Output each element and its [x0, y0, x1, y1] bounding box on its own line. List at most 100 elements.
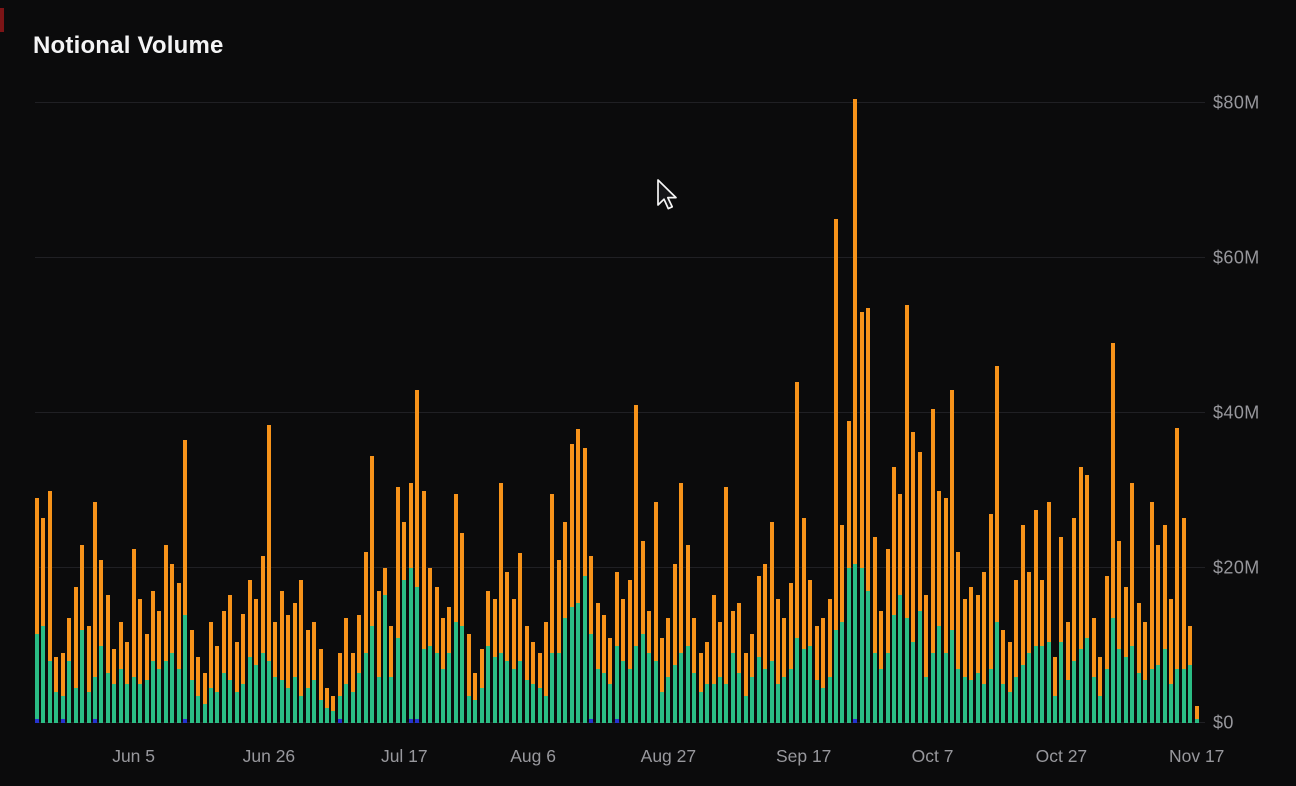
bar[interactable]	[382, 568, 387, 723]
bar[interactable]	[440, 618, 445, 723]
bar[interactable]	[337, 653, 342, 723]
bar[interactable]	[1111, 343, 1115, 723]
bar[interactable]	[1065, 622, 1070, 723]
bar[interactable]	[1033, 509, 1038, 723]
bar[interactable]	[982, 571, 987, 723]
bar[interactable]	[904, 304, 909, 723]
bar[interactable]	[370, 455, 374, 723]
bar[interactable]	[131, 548, 136, 723]
bar[interactable]	[814, 626, 819, 723]
bar[interactable]	[395, 486, 400, 723]
bar[interactable]	[260, 556, 265, 723]
bar[interactable]	[125, 641, 130, 723]
bar[interactable]	[531, 641, 536, 723]
bar[interactable]	[402, 521, 407, 723]
bar[interactable]	[60, 653, 65, 723]
bar[interactable]	[563, 521, 568, 723]
bar[interactable]	[795, 381, 800, 723]
bar[interactable]	[718, 622, 722, 723]
bar[interactable]	[1149, 502, 1154, 723]
bar[interactable]	[949, 389, 954, 723]
bar[interactable]	[1130, 482, 1135, 723]
bar[interactable]	[698, 653, 703, 723]
bar[interactable]	[730, 610, 735, 723]
bar[interactable]	[969, 587, 974, 723]
bar[interactable]	[775, 598, 780, 723]
bar[interactable]	[41, 517, 46, 723]
bar[interactable]	[1188, 626, 1193, 723]
bar[interactable]	[350, 653, 355, 723]
bar[interactable]	[176, 583, 181, 723]
bar[interactable]	[937, 490, 941, 723]
bar[interactable]	[447, 606, 452, 723]
bar[interactable]	[666, 618, 671, 723]
bar[interactable]	[1123, 587, 1128, 723]
bar[interactable]	[634, 405, 639, 723]
bar[interactable]	[1143, 622, 1148, 723]
bar[interactable]	[724, 486, 729, 723]
bar[interactable]	[801, 517, 806, 723]
bar[interactable]	[305, 630, 310, 723]
bar[interactable]	[505, 571, 510, 723]
bar[interactable]	[672, 564, 677, 723]
bar[interactable]	[1040, 579, 1045, 723]
bar[interactable]	[962, 599, 967, 723]
bar[interactable]	[576, 428, 581, 723]
bar[interactable]	[750, 633, 755, 723]
bar[interactable]	[988, 513, 993, 723]
bar[interactable]	[183, 440, 188, 723]
bar[interactable]	[582, 447, 587, 723]
bar[interactable]	[498, 482, 503, 723]
bar[interactable]	[808, 579, 813, 723]
bar[interactable]	[589, 556, 594, 723]
bar[interactable]	[524, 626, 529, 723]
bar[interactable]	[1162, 525, 1167, 723]
bar[interactable]	[866, 308, 871, 723]
bar[interactable]	[1117, 540, 1122, 723]
bar[interactable]	[357, 614, 362, 723]
bar[interactable]	[73, 587, 78, 723]
bar[interactable]	[621, 599, 626, 723]
bar[interactable]	[743, 653, 748, 723]
bar[interactable]	[151, 591, 155, 723]
bar[interactable]	[602, 614, 606, 723]
bar[interactable]	[170, 564, 175, 723]
bar[interactable]	[1053, 657, 1057, 723]
bar[interactable]	[711, 595, 716, 723]
bar[interactable]	[273, 622, 278, 723]
bar[interactable]	[93, 502, 97, 723]
bar[interactable]	[67, 618, 72, 723]
bar[interactable]	[466, 633, 471, 723]
bar[interactable]	[685, 544, 690, 723]
bar[interactable]	[266, 424, 271, 723]
bar[interactable]	[788, 583, 793, 723]
bar[interactable]	[821, 618, 825, 723]
bar[interactable]	[956, 552, 961, 723]
bar[interactable]	[840, 525, 845, 723]
bar[interactable]	[254, 599, 259, 723]
bar[interactable]	[853, 99, 858, 723]
bar[interactable]	[234, 641, 239, 723]
bar[interactable]	[215, 645, 220, 723]
bar[interactable]	[479, 649, 484, 723]
bar[interactable]	[202, 672, 207, 723]
bar[interactable]	[163, 544, 168, 723]
bar[interactable]	[86, 626, 91, 723]
bar[interactable]	[460, 533, 465, 723]
bar[interactable]	[1059, 537, 1064, 723]
bar[interactable]	[544, 622, 548, 723]
bar[interactable]	[99, 560, 104, 723]
bar[interactable]	[917, 451, 922, 723]
bar[interactable]	[318, 649, 323, 723]
bar[interactable]	[627, 579, 632, 723]
bar[interactable]	[660, 637, 664, 723]
bar[interactable]	[1156, 544, 1161, 723]
bar[interactable]	[1091, 618, 1096, 723]
bar[interactable]	[428, 568, 432, 723]
bar[interactable]	[1136, 602, 1141, 723]
bar[interactable]	[286, 614, 291, 723]
bar[interactable]	[827, 599, 832, 723]
bar[interactable]	[1181, 517, 1186, 723]
bar[interactable]	[885, 548, 890, 723]
bar[interactable]	[975, 595, 980, 723]
